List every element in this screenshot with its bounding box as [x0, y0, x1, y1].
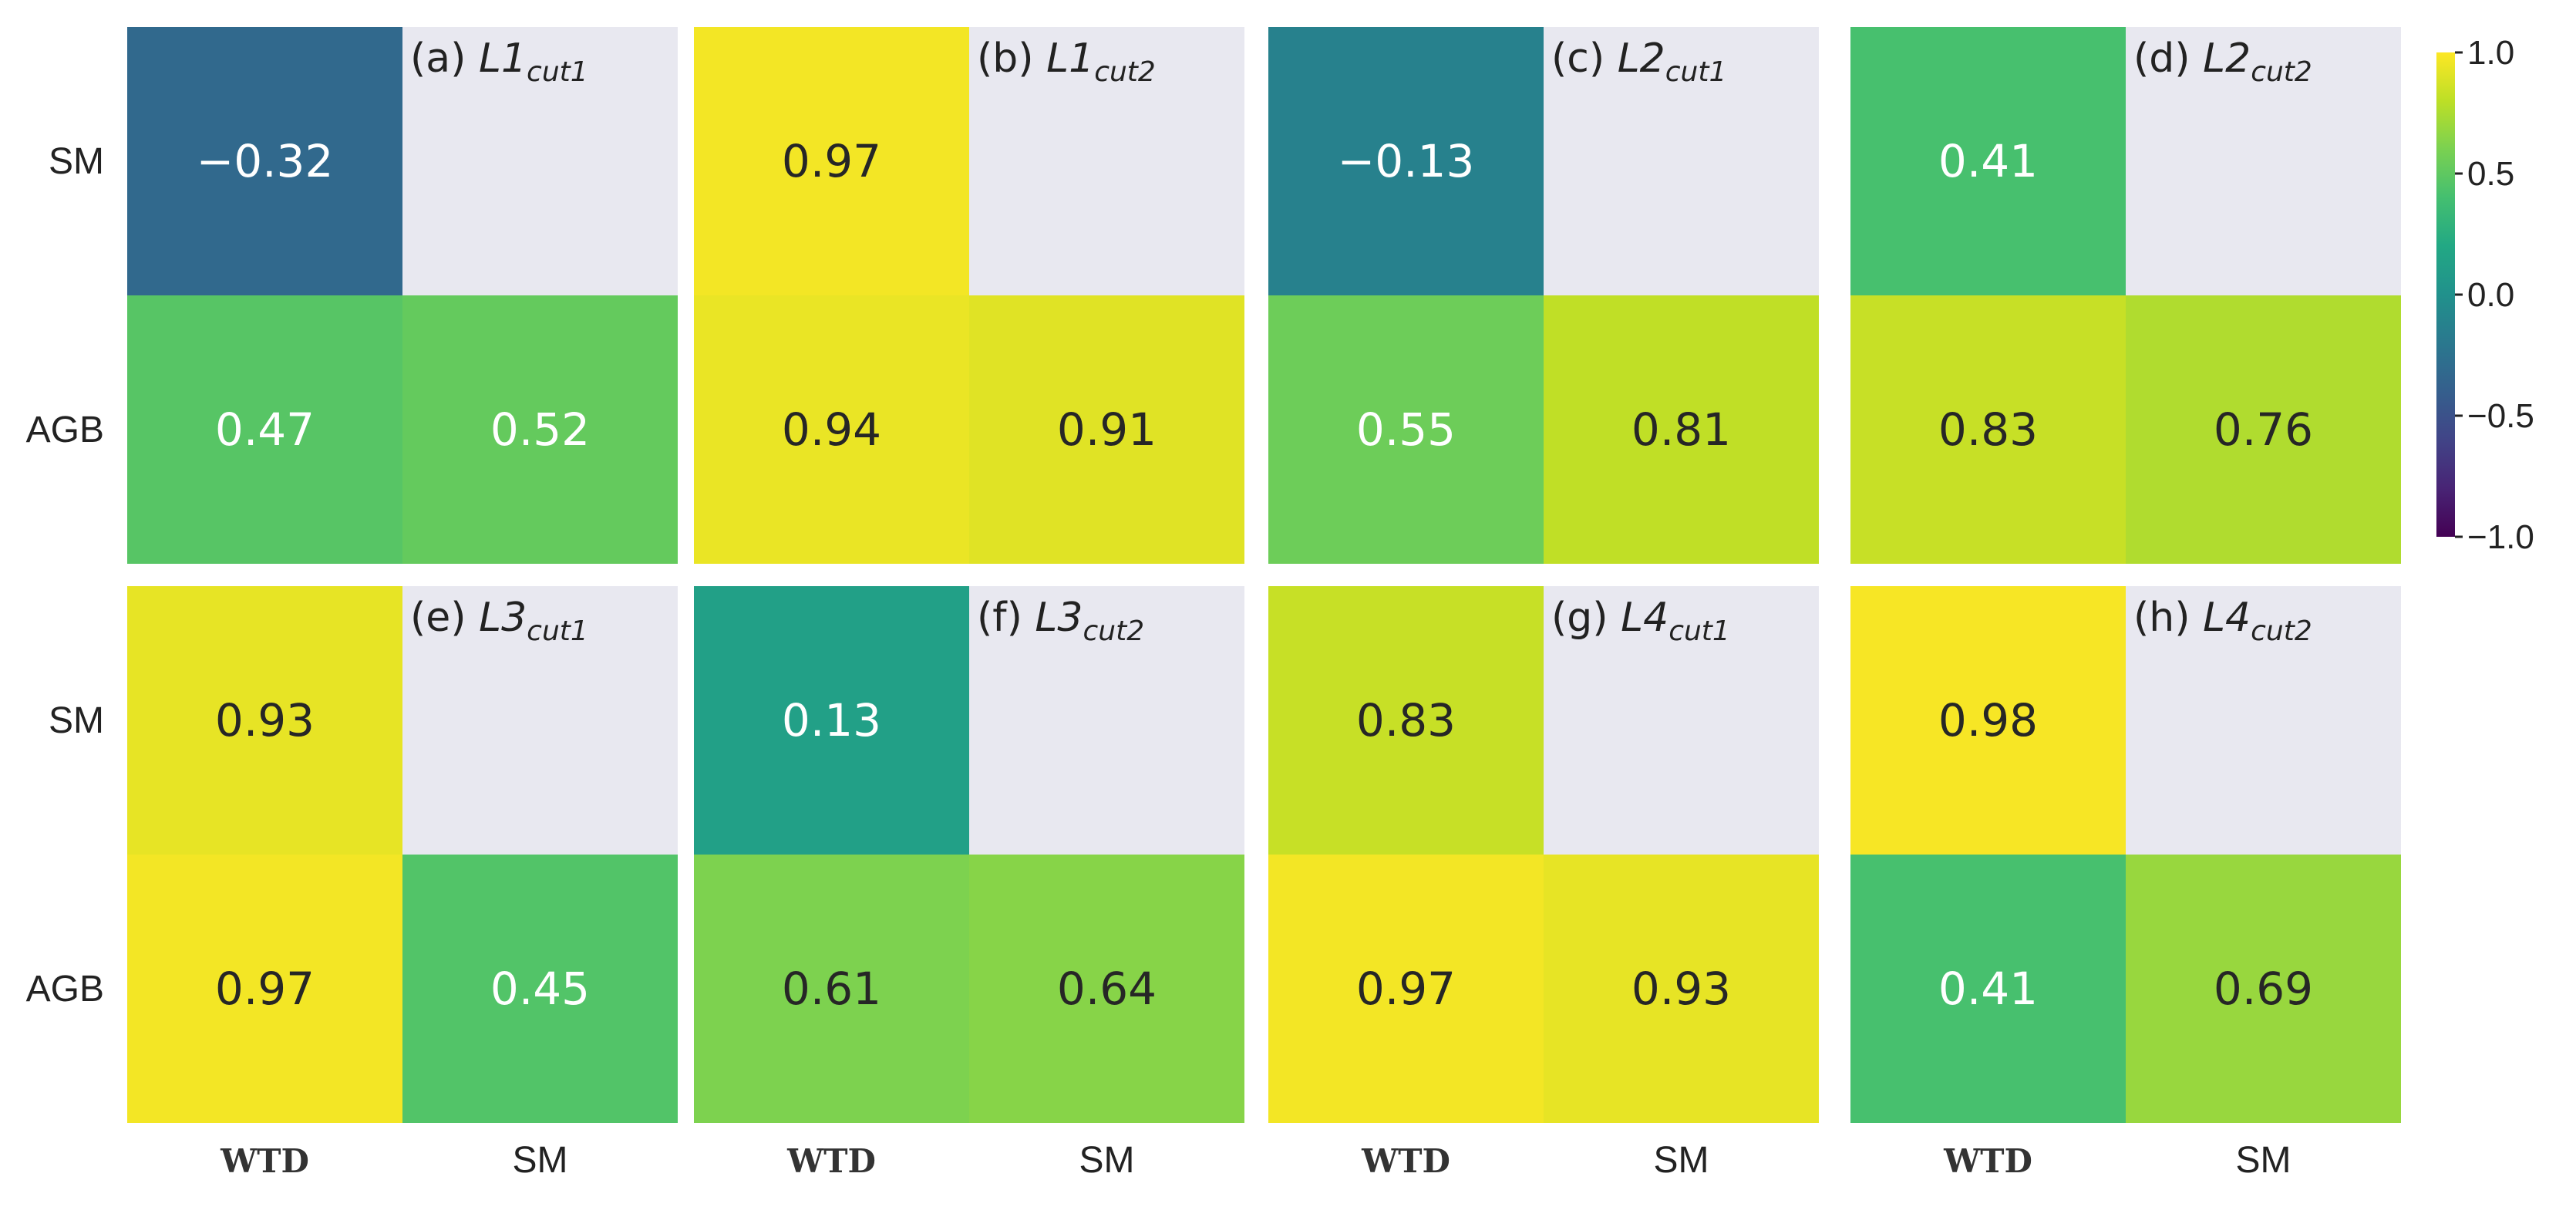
heatmap-cell-g-r0c1 [1544, 586, 1819, 855]
cell-value-label: 0.94 [782, 403, 881, 456]
heatmap-cell-a-r0c0 [127, 27, 402, 295]
heatmap-cell-g-r1c0 [1268, 855, 1544, 1123]
heatmap-cell-e-r0c0 [127, 586, 402, 855]
cell-value-label: 0.55 [1356, 403, 1456, 456]
heatmap-cell-f-r0c1 [969, 586, 1244, 855]
column-label: SM [2236, 1140, 2291, 1181]
cell-value-label: 0.47 [215, 403, 315, 456]
cell-value-label: 0.13 [782, 694, 881, 747]
cell-value-label: −0.13 [1338, 135, 1475, 187]
column-label: SM [513, 1140, 568, 1181]
heatmap-cell-e-r1c1 [402, 855, 678, 1123]
row-label: AGB [26, 969, 104, 1010]
cell-value-label: 0.83 [1356, 694, 1456, 747]
colorbar-tick-label: −0.5 [2467, 397, 2534, 435]
axis-labels: SM AGB SM AGB WTD SM WTD SM WTD SM WTD SM [26, 141, 2291, 1181]
heatmap-panel-e: 0.93 0.97 0.45 (e) L3cut1 [127, 586, 678, 1123]
column-label: SM [1079, 1140, 1135, 1181]
cell-value-label: 0.98 [1938, 694, 2038, 747]
cell-value-label: 0.93 [215, 694, 315, 747]
heatmap-cell-e-r1c0 [127, 855, 402, 1123]
heatmap-panel-g: 0.83 0.97 0.93 (g) L4cut1 [1268, 586, 1819, 1123]
heatmap-cell-g-r1c1 [1544, 855, 1819, 1123]
heatmap-panel-d: 0.41 0.83 0.76 (d) L2cut2 [1850, 27, 2401, 564]
cell-value-label: 0.81 [1631, 403, 1731, 456]
panel-label-c: (c) L2cut1 [1551, 35, 1726, 88]
heatmap-cell-d-r1c0 [1850, 295, 2126, 564]
colorbar-tick-label: −1.0 [2467, 518, 2534, 556]
colorbar-tick-label: 1.0 [2467, 34, 2514, 72]
heatmap-cell-c-r1c1 [1544, 295, 1819, 564]
panel-label-a: (a) L1cut1 [410, 35, 588, 88]
column-label: WTD [1361, 1142, 1450, 1180]
panel-label-d: (d) L2cut2 [2133, 35, 2312, 88]
cell-value-label: −0.32 [197, 135, 334, 187]
row-label: SM [49, 700, 104, 741]
heatmap-cell-c-r1c0 [1268, 295, 1544, 564]
colorbar: 1.0 0.5 0.0 −0.5 −1.0 [2436, 34, 2534, 556]
heatmap-panel-b: 0.97 0.94 0.91 (b) L1cut2 [694, 27, 1244, 564]
heatmap-cell-a-r1c0 [127, 295, 402, 564]
panel-label-e: (e) L3cut1 [410, 595, 588, 647]
cell-value-label: 0.64 [1057, 963, 1157, 1015]
heatmap-panel-f: 0.13 0.61 0.64 (f) L3cut2 [694, 586, 1244, 1123]
heatmap-cell-b-r0c1 [969, 27, 1244, 295]
heatmap-cell-f-r0c0 [694, 586, 969, 855]
cell-value-label: 0.97 [782, 135, 881, 187]
cell-value-label: 0.97 [1356, 963, 1456, 1015]
heatmap-cell-d-r0c1 [2126, 27, 2401, 295]
cell-value-label: 0.41 [1938, 963, 2038, 1015]
heatmap-cell-f-r1c1 [969, 855, 1244, 1123]
heatmap-cell-b-r1c0 [694, 295, 969, 564]
panel-label-f: (f) L3cut2 [977, 595, 1144, 647]
heatmap-cell-h-r1c1 [2126, 855, 2401, 1123]
heatmap-panels: −0.32 0.47 0.52 (a) L1cut1 0.97 0.94 0.91 (b) L… [127, 27, 2401, 1123]
heatmap-cell-b-r0c0 [694, 27, 969, 295]
heatmap-cell-a-r1c1 [402, 295, 678, 564]
cell-value-label: 0.76 [2214, 403, 2313, 456]
heatmap-cell-h-r0c1 [2126, 586, 2401, 855]
cell-value-label: 0.93 [1631, 963, 1731, 1015]
cell-value-label: 0.91 [1057, 403, 1157, 456]
row-label: AGB [26, 410, 104, 450]
heatmap-cell-c-r0c0 [1268, 27, 1544, 295]
colorbar-gradient [2436, 52, 2455, 537]
colorbar-tick-label: 0.0 [2467, 276, 2514, 314]
heatmap-cell-c-r0c1 [1544, 27, 1819, 295]
column-label: WTD [786, 1142, 876, 1180]
heatmap-cell-h-r1c0 [1850, 855, 2126, 1123]
heatmap-cell-d-r0c0 [1850, 27, 2126, 295]
cell-value-label: 0.69 [2214, 963, 2313, 1015]
heatmap-cell-h-r0c0 [1850, 586, 2126, 855]
heatmap-cell-e-r0c1 [402, 586, 678, 855]
heatmap-panel-c: −0.13 0.55 0.81 (c) L2cut1 [1268, 27, 1819, 564]
panel-label-h: (h) L4cut2 [2133, 595, 2312, 647]
cell-value-label: 0.97 [215, 963, 315, 1015]
panel-label-b: (b) L1cut2 [977, 35, 1156, 88]
panel-label-g: (g) L4cut1 [1551, 595, 1730, 647]
heatmap-cell-a-r0c1 [402, 27, 678, 295]
cell-value-label: 0.41 [1938, 135, 2038, 187]
column-label: SM [1654, 1140, 1709, 1181]
heatmap-cell-f-r1c0 [694, 855, 969, 1123]
column-label: WTD [1943, 1142, 2032, 1180]
row-label: SM [49, 141, 104, 182]
cell-value-label: 0.61 [782, 963, 881, 1015]
heatmap-panel-a: −0.32 0.47 0.52 (a) L1cut1 [127, 27, 678, 564]
cell-value-label: 0.83 [1938, 403, 2038, 456]
heatmap-cell-b-r1c1 [969, 295, 1244, 564]
colorbar-tick-label: 0.5 [2467, 155, 2514, 193]
heatmap-panel-h: 0.98 0.41 0.69 (h) L4cut2 [1850, 586, 2401, 1123]
heatmap-cell-d-r1c1 [2126, 295, 2401, 564]
column-label: WTD [220, 1142, 309, 1180]
cell-value-label: 0.45 [490, 963, 590, 1015]
cell-value-label: 0.52 [490, 403, 590, 456]
heatmap-cell-g-r0c0 [1268, 586, 1544, 855]
